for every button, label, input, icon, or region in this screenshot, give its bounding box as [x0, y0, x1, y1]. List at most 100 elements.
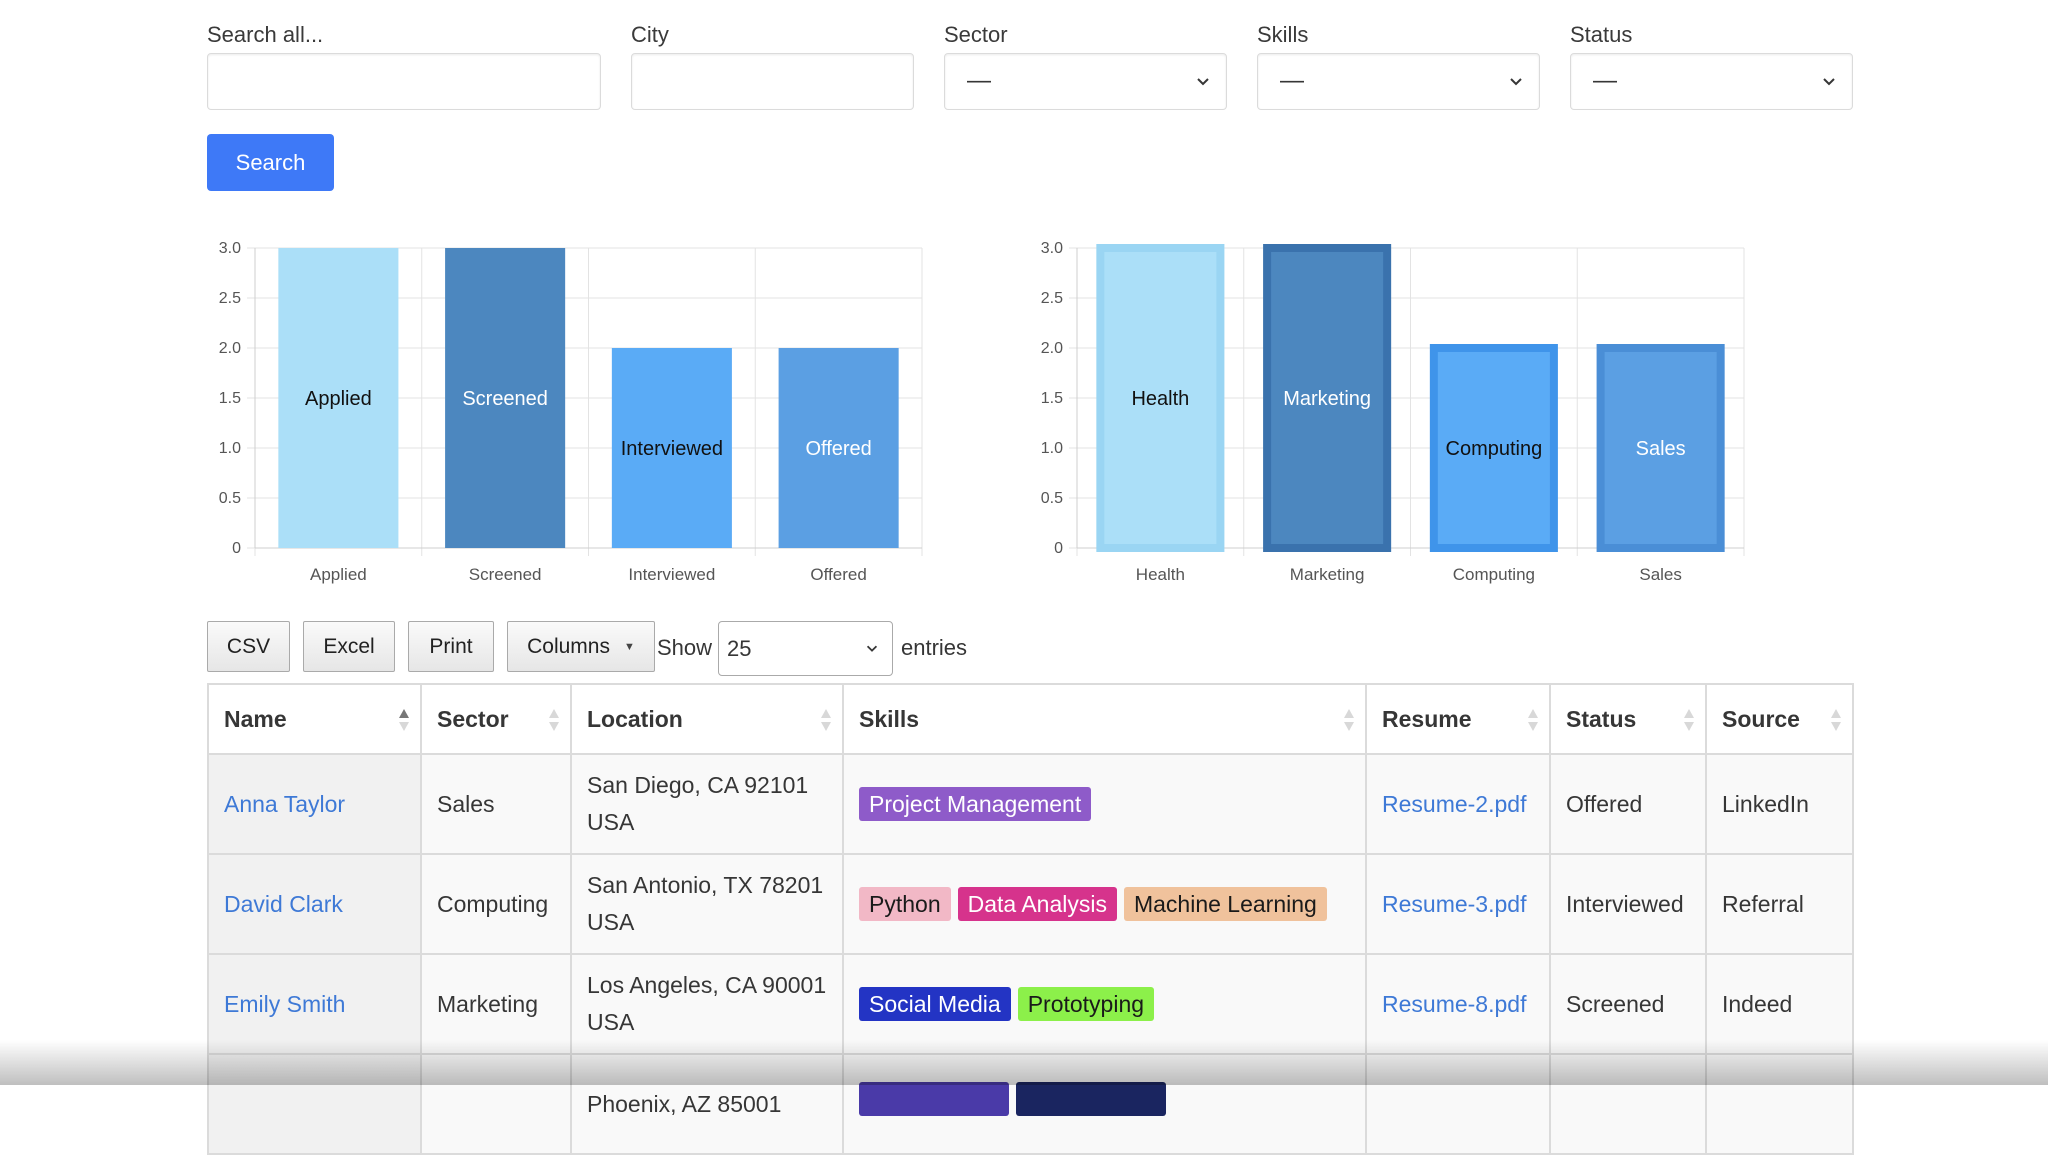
column-header-skills[interactable]: Skills	[842, 683, 1367, 755]
sector-bar-chart-svg: 0 0.5 1.0 1.5 2.0 2.5 3.0 Health Health Marketing…	[1041, 240, 1745, 584]
status-select[interactable]: —	[1570, 53, 1853, 110]
columns-button[interactable]: Columns ▼	[507, 621, 655, 672]
cell-name: David Clark	[207, 853, 422, 955]
resume-link[interactable]: Resume-3.pdf	[1382, 890, 1527, 917]
y-tick-label: 1.0	[219, 440, 241, 457]
skill-tag: Prototyping	[1017, 986, 1155, 1021]
resume-link[interactable]: Resume-2.pdf	[1382, 790, 1527, 817]
location-line-1: San Antonio, TX 78201	[587, 872, 824, 898]
excel-button[interactable]: Excel	[303, 621, 395, 672]
column-header-label: Resume	[1382, 705, 1472, 732]
column-header-label: Source	[1722, 705, 1800, 732]
table-row: Anna Taylor Sales San Diego, CA 92101 USA Pr…	[207, 753, 1854, 855]
cell-status: Screened	[1549, 953, 1707, 1055]
bar	[1429, 344, 1558, 552]
search-all-label: Search all...	[207, 22, 324, 47]
sort-icon	[549, 709, 559, 731]
cell-sector	[420, 1053, 572, 1155]
column-header-label: Sector	[437, 705, 509, 732]
y-tick-label: 2.0	[219, 340, 241, 357]
x-tick-label: Health	[1136, 565, 1185, 584]
cell-resume: Resume-2.pdf	[1365, 753, 1551, 855]
cell-skills: Python Data Analysis Machine Learning	[842, 853, 1367, 955]
resume-link[interactable]: Resume-8.pdf	[1382, 990, 1527, 1017]
cell-status	[1549, 1053, 1707, 1155]
chevron-down-icon	[866, 645, 878, 652]
cell-source: Referral	[1705, 853, 1854, 955]
column-header-name[interactable]: Name	[207, 683, 422, 755]
cell-status: Interviewed	[1549, 853, 1707, 955]
sector-select-value: —	[967, 67, 991, 94]
bar	[278, 248, 399, 548]
x-tick-label: Offered	[810, 565, 866, 584]
sort-icon	[1684, 709, 1694, 731]
column-header-location[interactable]: Location	[570, 683, 844, 755]
cell-sector: Sales	[420, 753, 572, 855]
y-tick-label: 2.5	[219, 290, 241, 307]
column-header-sector[interactable]: Sector	[420, 683, 572, 755]
skill-tag: Project Management	[859, 786, 1092, 821]
table-row: Phoenix, AZ 85001	[207, 1053, 1854, 1155]
table-header: Name Sector Location Skills Resume Status Sour…	[207, 683, 1854, 755]
y-tick-label: 3.0	[219, 240, 241, 257]
y-tick-label: 0	[1054, 540, 1063, 557]
candidate-name-link[interactable]: Anna Taylor	[224, 790, 346, 817]
y-tick-label: 0	[232, 540, 241, 557]
y-tick-label: 2.0	[1041, 340, 1063, 357]
candidate-name-link[interactable]: Emily Smith	[224, 990, 346, 1017]
print-button[interactable]: Print	[408, 621, 494, 672]
status-bar-chart: 0 0.5 1.0 1.5 2.0 2.5 3.0 Applied Applied Screene…	[200, 236, 1000, 596]
sector-bar-chart: 0 0.5 1.0 1.5 2.0 2.5 3.0 Health Health Marketing…	[1022, 236, 1822, 596]
x-tick-label: Applied	[310, 565, 367, 584]
location-line-1: Phoenix, AZ 85001	[587, 1090, 782, 1117]
cell-skills	[842, 1053, 1367, 1155]
bar-data-label: Screened	[462, 388, 548, 410]
bar-data-label: Offered	[805, 438, 871, 460]
skill-tag: Machine Learning	[1123, 886, 1327, 921]
column-header-status[interactable]: Status	[1549, 683, 1707, 755]
candidate-name-link[interactable]: David Clark	[224, 890, 343, 917]
y-tick-label: 1.5	[219, 390, 241, 407]
skill-tag: Python	[859, 886, 951, 921]
column-header-resume[interactable]: Resume	[1365, 683, 1551, 755]
bar-data-label: Computing	[1446, 438, 1543, 460]
skills-select[interactable]: —	[1257, 53, 1540, 110]
bar	[778, 348, 899, 548]
cell-name: Emily Smith	[207, 953, 422, 1055]
city-label: City	[631, 22, 669, 47]
skill-tag: Social Media	[859, 986, 1011, 1021]
column-header-source[interactable]: Source	[1705, 683, 1854, 755]
city-input[interactable]	[631, 53, 914, 110]
sort-icon	[1831, 709, 1841, 731]
cell-name: Anna Taylor	[207, 753, 422, 855]
y-tick-label: 1.0	[1041, 440, 1063, 457]
cell-skills: Project Management	[842, 753, 1367, 855]
y-tick-label: 0.5	[1041, 490, 1063, 507]
bar-data-label: Sales	[1636, 438, 1686, 460]
show-label: Show	[657, 635, 713, 660]
y-tick-label: 1.5	[1041, 390, 1063, 407]
y-tick-label: 0.5	[219, 490, 241, 507]
status-select-value: —	[1593, 67, 1617, 94]
cell-resume: Resume-8.pdf	[1365, 953, 1551, 1055]
chevron-down-icon	[1197, 78, 1209, 86]
entries-label: entries	[901, 635, 968, 660]
chevron-down-icon	[1823, 78, 1835, 86]
search-button[interactable]: Search	[207, 134, 334, 191]
cell-source: Indeed	[1705, 953, 1854, 1055]
cell-skills: Social Media Prototyping	[842, 953, 1367, 1055]
csv-button[interactable]: CSV	[207, 621, 290, 672]
page-length-select[interactable]: 25	[718, 621, 893, 676]
y-tick-label: 2.5	[1041, 290, 1063, 307]
bar	[611, 348, 732, 548]
cell-sector: Computing	[420, 853, 572, 955]
search-all-input[interactable]	[207, 53, 601, 110]
sort-icon	[821, 709, 831, 731]
sector-select[interactable]: —	[944, 53, 1227, 110]
sort-ascending-icon	[399, 709, 409, 731]
column-header-label: Status	[1566, 705, 1637, 732]
sector-label: Sector	[944, 22, 1008, 47]
cell-location: San Antonio, TX 78201 USA	[570, 853, 844, 955]
table-row: David Clark Computing San Antonio, TX 7820…	[207, 853, 1854, 955]
cell-resume	[1365, 1053, 1551, 1155]
